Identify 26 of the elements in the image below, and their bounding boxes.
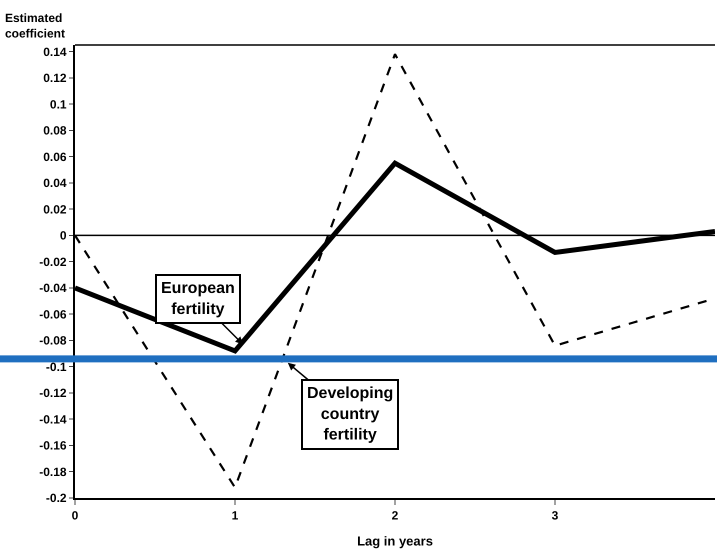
y-tick-label: 0.06 — [43, 150, 67, 164]
y-tick-label: 0 — [60, 228, 67, 243]
y-tick-label: -0.1 — [46, 360, 67, 374]
y-tick-label: -0.02 — [39, 254, 67, 269]
y-tick-label: -0.18 — [39, 464, 67, 479]
x-tick-label: 1 — [232, 508, 239, 522]
y-tick-label: -0.04 — [39, 281, 67, 296]
y-axis-title: Estimated coefficient — [5, 11, 66, 41]
y-tick-label: -0.14 — [39, 412, 67, 426]
x-tick-label: 0 — [72, 508, 79, 522]
y-tick-label: 0.04 — [43, 176, 67, 190]
annotation: Developing country fertility — [307, 385, 394, 444]
y-tick-label: -0.12 — [39, 386, 67, 400]
y-tick-label: -0.08 — [39, 334, 67, 348]
annotation: European fertility — [161, 280, 235, 318]
x-axis-title: Lag in years — [357, 534, 433, 548]
y-tick-label: 0.12 — [43, 71, 67, 86]
y-tick-label: 0.1 — [50, 97, 67, 112]
y-tick-label: 0.08 — [43, 124, 67, 138]
y-tick-label: -0.06 — [39, 307, 67, 322]
x-tick-label: 2 — [392, 508, 399, 522]
x-tick-label: 3 — [552, 508, 559, 522]
y-tick-label: -0.16 — [39, 438, 67, 453]
y-tick-label: -0.2 — [46, 491, 67, 506]
y-tick-label: 0.14 — [43, 44, 67, 59]
y-tick-label: 0.02 — [43, 202, 67, 216]
